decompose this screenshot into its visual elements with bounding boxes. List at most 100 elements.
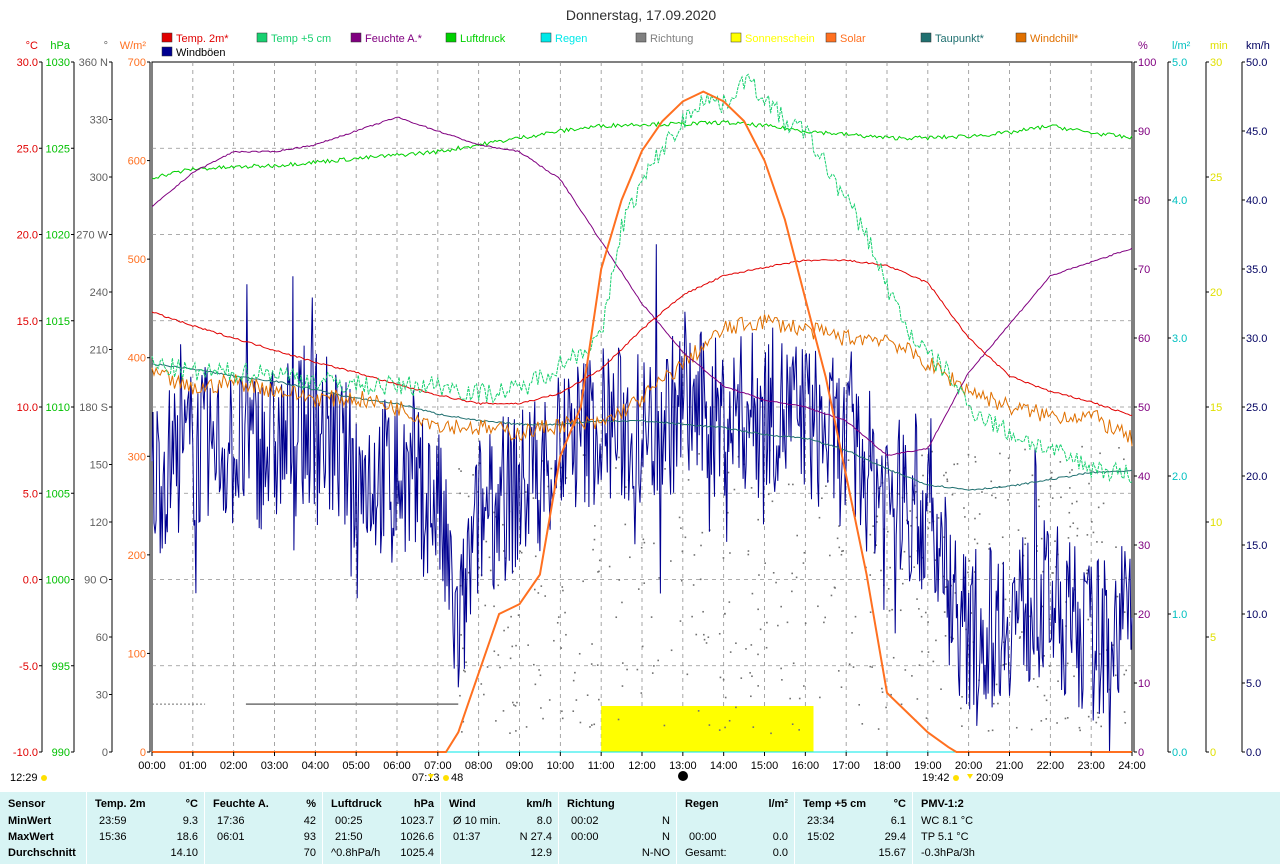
direction-dot [940,688,942,690]
x-label-2: 02:00 [220,760,248,772]
direction-dot [1099,452,1101,455]
direction-dot [643,582,646,584]
direction-dot [1078,726,1081,729]
right-axis-label-1-5: 0.0 [1172,747,1187,759]
direction-dot [943,536,945,538]
direction-dot [916,598,918,600]
direction-dot [517,614,520,616]
direction-dot [880,569,882,572]
direction-dot [657,659,660,662]
right-axis-label-3-10: 0.0 [1246,747,1261,759]
direction-dot [548,699,551,701]
right-axis-label-0-3: 70 [1138,264,1150,276]
direction-dot [537,592,540,594]
x-label-4: 04:00 [302,760,330,772]
left-axis-label-1-2: 1020 [46,230,70,242]
stats-header-sensor: Sensor [8,798,46,810]
stats-col-pressure: Luftdruck hPa 00:25 1023.7 21:50 1026.6 ^0.… [323,792,441,864]
direction-dot [1071,469,1073,471]
direction-dot [493,650,496,653]
direction-dot [878,487,880,490]
right-axis-label-3-8: 10.0 [1246,609,1267,621]
right-axis-label-3-6: 20.0 [1246,471,1267,483]
direction-dot [798,697,801,700]
right-axis-label-3-7: 15.0 [1246,540,1267,552]
x-label-1: 01:00 [179,760,207,772]
direction-dot [976,542,979,545]
press-avg-value: 1025.4 [400,847,434,859]
direction-dot [991,494,993,497]
direction-dot [483,693,485,696]
direction-dot [765,646,768,649]
direction-dot [903,550,906,553]
direction-dot [621,601,623,604]
direction-dot [503,629,505,632]
direction-dot [1087,618,1090,621]
direction-dot [974,460,977,463]
direction-dot [724,612,726,615]
direction-dot [991,729,994,732]
direction-dot [534,555,537,558]
legend-swatch-2 [350,32,362,43]
direction-dot [887,530,889,533]
direction-dot [515,730,517,732]
x-label-11: 11:00 [588,760,615,772]
direction-dot [701,531,704,534]
direction-dot [642,538,645,541]
direction-dot [561,717,564,720]
legend-label-2: Feuchte A.* [365,33,423,45]
direction-dot [735,706,737,709]
direction-dot [1024,537,1027,540]
direction-dot [617,718,620,721]
left-axis-label-2-6: 180 S [79,402,108,414]
direction-dot [912,499,915,501]
direction-dot [842,550,844,552]
direction-dot [1018,637,1021,639]
right-axis-label-3-0: 50.0 [1246,57,1267,69]
direction-dot [992,702,995,705]
direction-dot [869,665,872,668]
direction-dot [499,666,501,669]
dir-min-value: N [662,815,670,827]
x-axis: 00:00 01:00 02:00 03:00 04:00 05:00 06:00 07:00… [138,752,1146,772]
direction-dot [1009,469,1011,472]
direction-dot [861,723,864,725]
right-axis-unit-3: km/h [1246,40,1270,52]
direction-dot [489,569,492,572]
direction-dot [1052,572,1054,574]
wind-avg-value: 12.9 [530,847,552,859]
direction-dot [1073,588,1076,591]
direction-dot [1067,537,1070,539]
direction-dot [705,642,708,644]
direction-dot [780,667,782,670]
direction-dot [651,672,654,674]
direction-dot [1049,618,1051,620]
direction-dot [914,491,917,493]
x-label-7: 07:00 [424,760,452,772]
x-label-10: 10:00 [547,760,575,772]
direction-dot [593,723,596,726]
direction-dot [593,538,596,541]
direction-dot [618,456,620,459]
direction-dot [1115,546,1117,548]
direction-dot [561,586,564,588]
left-axis-label-0-7: -5.0 [19,661,38,673]
temp-max-time: 15:36 [99,831,127,843]
right-axis-label-1-2: 3.0 [1172,333,1187,345]
direction-dot [512,701,514,704]
direction-dot [1048,665,1051,667]
direction-dot [678,516,681,519]
left-axis-label-2-5: 210 [90,345,108,357]
direction-dot [1116,595,1119,598]
stats-col-humidity: Feuchte A.% 17:36 42 06:01 93 70 [205,792,323,864]
right-axis-label-0-9: 10 [1138,678,1150,690]
direction-dot [766,621,768,624]
direction-dot [1091,521,1093,523]
direction-dot [1095,721,1098,724]
direction-dot [854,615,857,618]
direction-dot [465,661,467,664]
left-axis-label-3-7: 0 [140,747,146,759]
direction-dot [818,516,821,519]
direction-dot [679,620,682,622]
direction-dot [772,572,775,574]
